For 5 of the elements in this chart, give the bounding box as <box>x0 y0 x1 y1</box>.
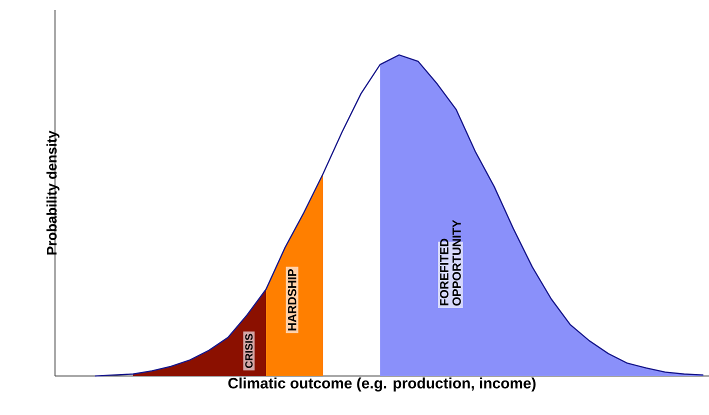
annotation: CRISIS <box>245 334 253 368</box>
x-axis-title: Climatic outcome (e.g. production, income) <box>228 378 536 392</box>
annotation: HARDSHIP <box>288 269 296 330</box>
y-axis-title: Probability density <box>46 130 60 254</box>
annotation: FOREFITED OPPORTUNITY <box>440 220 461 306</box>
